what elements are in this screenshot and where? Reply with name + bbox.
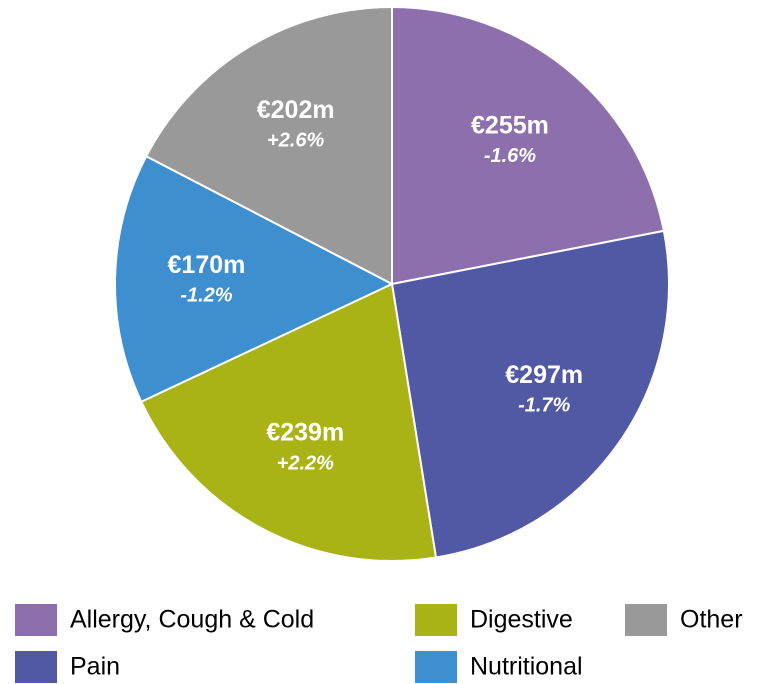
legend-label: Other: [680, 606, 743, 634]
legend-swatch: [415, 604, 457, 636]
value-label: €170m: [168, 251, 246, 279]
change-label: -1.6%: [484, 145, 536, 167]
pie-slice: [390, 229, 670, 559]
change-label: +2.6%: [267, 130, 324, 152]
pie-slice: [114, 154, 395, 404]
value-label: €297m: [505, 361, 583, 389]
pie-slice: [139, 282, 438, 562]
pie-slice: [144, 5, 393, 286]
change-label: +2.2%: [277, 452, 334, 474]
legend-label: Pain: [70, 653, 120, 681]
change-label: -1.7%: [518, 394, 570, 416]
value-label: €239m: [266, 419, 344, 447]
legend-swatch: [625, 604, 667, 636]
legend-swatch: [15, 651, 57, 683]
legend-swatch: [15, 604, 57, 636]
legend-swatch: [415, 651, 457, 683]
pie-slice: [391, 5, 666, 286]
change-label: -1.2%: [180, 285, 232, 307]
legend-label: Allergy, Cough & Cold: [70, 606, 314, 634]
legend-label: Nutritional: [470, 653, 583, 681]
value-label: €202m: [257, 96, 335, 124]
value-label: €255m: [471, 111, 549, 139]
legend-label: Digestive: [470, 606, 573, 634]
